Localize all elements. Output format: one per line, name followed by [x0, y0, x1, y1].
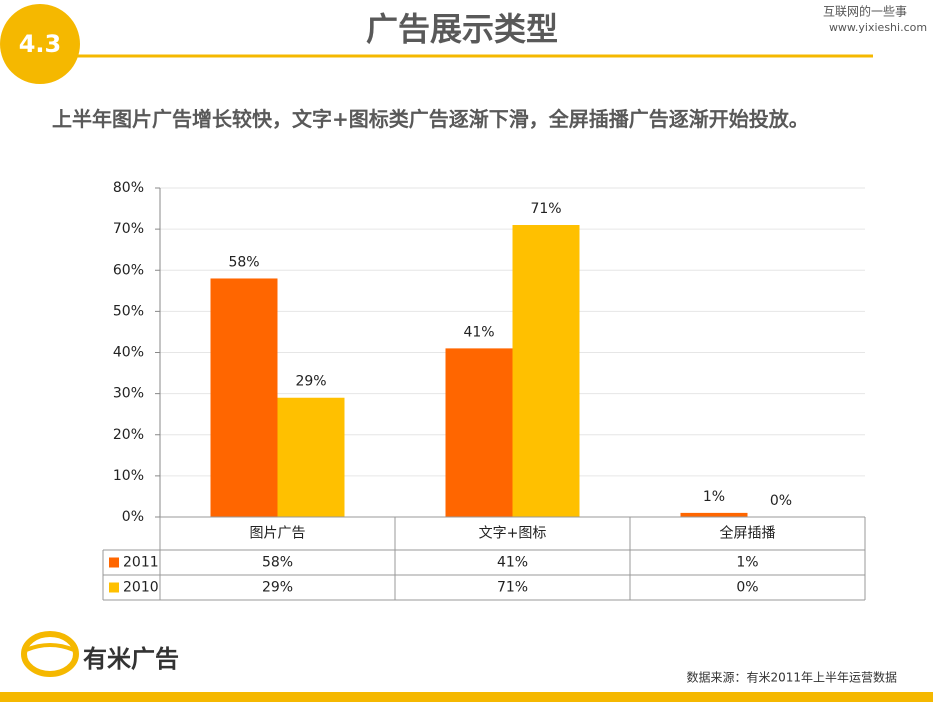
site-url: www.yixieshi.com [829, 21, 927, 34]
y-tick-label: 70% [113, 221, 144, 237]
source-note: 数据来源：有米2011年上半年运营数据 [686, 670, 897, 685]
y-tick-label: 30% [113, 386, 144, 402]
table-cell: 41% [497, 555, 528, 571]
table-cell: 0% [736, 580, 758, 596]
value-label: 29% [295, 374, 326, 390]
y-tick-label: 40% [113, 345, 144, 361]
table-cell: 58% [262, 555, 293, 571]
y-tick-label: 10% [113, 468, 144, 484]
badge-circle [0, 4, 80, 84]
y-tick-label: 60% [113, 262, 144, 278]
value-label: 71% [530, 201, 561, 217]
site-name: 互联网的一些事 [823, 4, 907, 19]
value-label: 0% [770, 493, 792, 509]
legend-label: 2011 [123, 555, 159, 571]
y-tick-label: 0% [122, 509, 144, 525]
badge-text: 4.3 [19, 30, 62, 58]
category-label: 文字+图标 [479, 526, 547, 542]
category-label: 图片广告 [250, 526, 306, 542]
y-tick-label: 20% [113, 427, 144, 443]
footer-bar [0, 692, 933, 702]
value-label: 41% [463, 324, 494, 340]
legend-swatch [109, 582, 119, 593]
headline: 上半年图片广告增长较快，文字+图标类广告逐渐下滑，全屏插播广告逐渐开始投放。 [52, 107, 809, 131]
table-cell: 1% [736, 555, 758, 571]
y-tick-label: 80% [113, 180, 144, 196]
bar [680, 512, 748, 517]
legend-label: 2010 [123, 580, 159, 596]
legend-swatch [109, 557, 119, 568]
table-cell: 71% [497, 580, 528, 596]
bar [512, 225, 580, 517]
slide-title: 广告展示类型 [366, 10, 558, 48]
y-tick-label: 50% [113, 303, 144, 319]
table-cell: 29% [262, 580, 293, 596]
value-label: 1% [703, 489, 725, 505]
bar [210, 278, 278, 517]
value-label: 58% [228, 254, 259, 270]
logo-text: 有米广告 [83, 645, 179, 673]
category-label: 全屏插播 [720, 525, 776, 542]
logo-icon [21, 631, 79, 677]
bar [277, 397, 345, 517]
bar [445, 348, 513, 517]
